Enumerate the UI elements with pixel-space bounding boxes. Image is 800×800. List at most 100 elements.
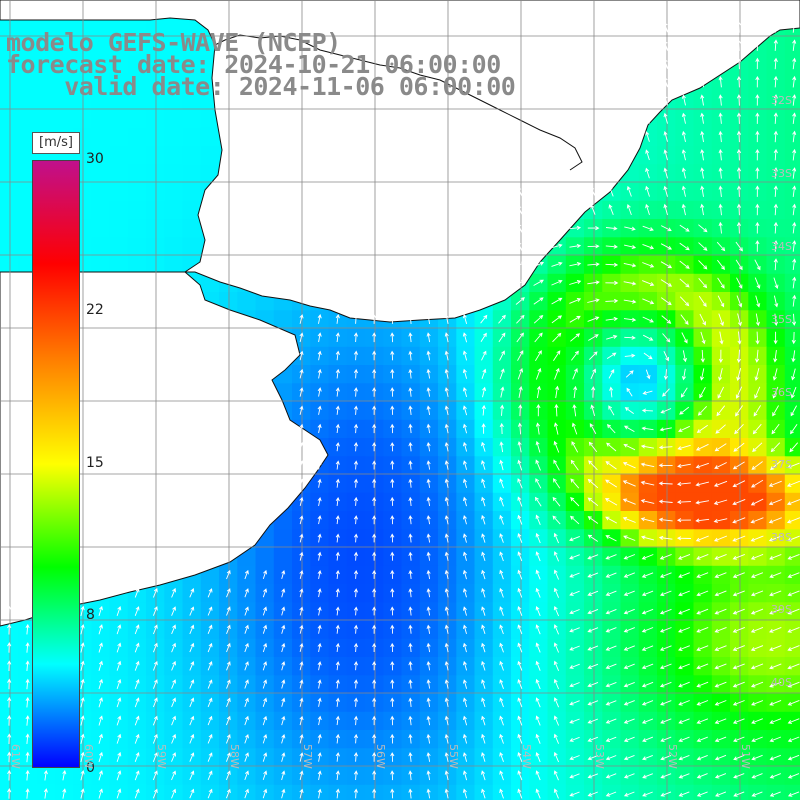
- wind-arrow: [791, 368, 796, 381]
- wind-cell: [602, 711, 622, 731]
- wind-arrow: [481, 533, 486, 543]
- wind-arrow: [535, 569, 541, 580]
- wind-arrow: [696, 791, 708, 797]
- wind-cell: [511, 346, 530, 366]
- wind-arrow: [444, 478, 449, 488]
- wind-cell: [693, 657, 713, 676]
- wind-arrow: [736, 148, 742, 161]
- wind-cell: [0, 18, 19, 38]
- wind-arrow: [335, 588, 340, 598]
- wind-arrow: [189, 661, 195, 671]
- wind-cell: [638, 711, 658, 731]
- wind-arrow: [769, 736, 782, 743]
- wind-arrow: [517, 496, 523, 507]
- wind-arrow: [353, 679, 359, 689]
- wind-arrow: [25, 751, 30, 763]
- wind-cell: [584, 675, 603, 695]
- wind-arrow: [98, 642, 103, 653]
- wind-arrow: [499, 459, 504, 471]
- wind-arrow: [317, 533, 322, 543]
- wind-arrow: [699, 313, 706, 326]
- wind-arrow: [152, 788, 158, 799]
- wind-arrow: [299, 606, 304, 616]
- wind-cell: [237, 711, 257, 731]
- wind-arrow: [444, 588, 449, 598]
- wind-arrow: [678, 773, 690, 779]
- wind-arrow: [426, 588, 431, 598]
- wind-cell: [109, 18, 129, 38]
- wind-arrow: [299, 569, 304, 580]
- wind-cell: [657, 547, 676, 567]
- wind-cell: [164, 73, 184, 92]
- wind-arrow: [152, 587, 158, 598]
- wind-arrow: [551, 261, 563, 267]
- wind-arrow: [569, 700, 580, 706]
- wind-arrow: [426, 405, 431, 415]
- wind-arrow: [7, 660, 12, 672]
- wind-arrow: [408, 441, 413, 452]
- wind-arrow: [281, 770, 286, 781]
- wind-arrow: [481, 551, 486, 562]
- wind-arrow: [553, 440, 560, 453]
- wind-arrow: [718, 368, 723, 382]
- wind-arrow: [553, 222, 560, 234]
- wind-cell: [766, 419, 786, 439]
- wind-cell: [693, 711, 713, 731]
- wind-cell: [146, 36, 165, 56]
- wind-cell: [182, 182, 202, 202]
- wind-arrow: [714, 608, 727, 615]
- wind-arrow: [244, 624, 249, 634]
- wind-arrow: [569, 554, 580, 560]
- wind-arrow: [462, 770, 468, 781]
- wind-cell: [584, 638, 603, 658]
- wind-arrow: [733, 442, 745, 452]
- wind-arrow: [481, 350, 487, 361]
- wind-arrow: [426, 332, 431, 343]
- wind-arrow: [517, 514, 523, 525]
- wind-cell: [127, 182, 147, 202]
- wind-arrow: [317, 788, 322, 799]
- wind-arrow: [98, 624, 103, 635]
- wind-arrow: [207, 642, 213, 653]
- wind-cell: [237, 675, 257, 695]
- wind-arrow: [663, 39, 668, 51]
- wind-arrow: [226, 661, 231, 671]
- wind-arrow: [462, 788, 468, 799]
- wind-cell: [164, 237, 184, 257]
- wind-arrow: [718, 185, 723, 197]
- wind-cell: [0, 54, 19, 74]
- wind-arrow: [80, 605, 85, 617]
- wind-arrow: [755, 94, 760, 106]
- wind-cell: [182, 237, 202, 257]
- wind-arrow: [662, 333, 671, 343]
- wind-arrow: [626, 204, 632, 216]
- wind-cell: [0, 73, 19, 92]
- wind-arrow: [623, 262, 637, 268]
- wind-arrow: [372, 697, 377, 707]
- wind-cell: [620, 748, 640, 768]
- wind-arrow: [390, 423, 395, 434]
- wind-arrow: [569, 535, 580, 542]
- wind-arrow: [773, 94, 778, 106]
- wind-arrow: [207, 679, 213, 689]
- wind-arrow: [773, 21, 778, 33]
- wind-arrow: [700, 331, 706, 345]
- wind-cell: [127, 602, 147, 622]
- wind-cell: [730, 474, 749, 494]
- wind-arrow: [553, 751, 560, 763]
- wind-arrow: [390, 661, 395, 671]
- wind-arrow: [587, 608, 599, 615]
- wind-arrow: [353, 350, 359, 361]
- wind-arrow: [317, 679, 322, 689]
- wind-cell: [255, 547, 275, 567]
- wind-arrow: [390, 624, 395, 634]
- wind-cell: [602, 584, 622, 603]
- wind-arrow: [713, 499, 728, 505]
- wind-arrow: [7, 733, 12, 745]
- wind-cell: [711, 474, 731, 494]
- wind-cell: [36, 18, 56, 38]
- wind-arrow: [353, 313, 359, 324]
- wind-cell: [164, 638, 184, 658]
- wind-arrow: [714, 718, 727, 724]
- wind-arrow: [772, 405, 779, 417]
